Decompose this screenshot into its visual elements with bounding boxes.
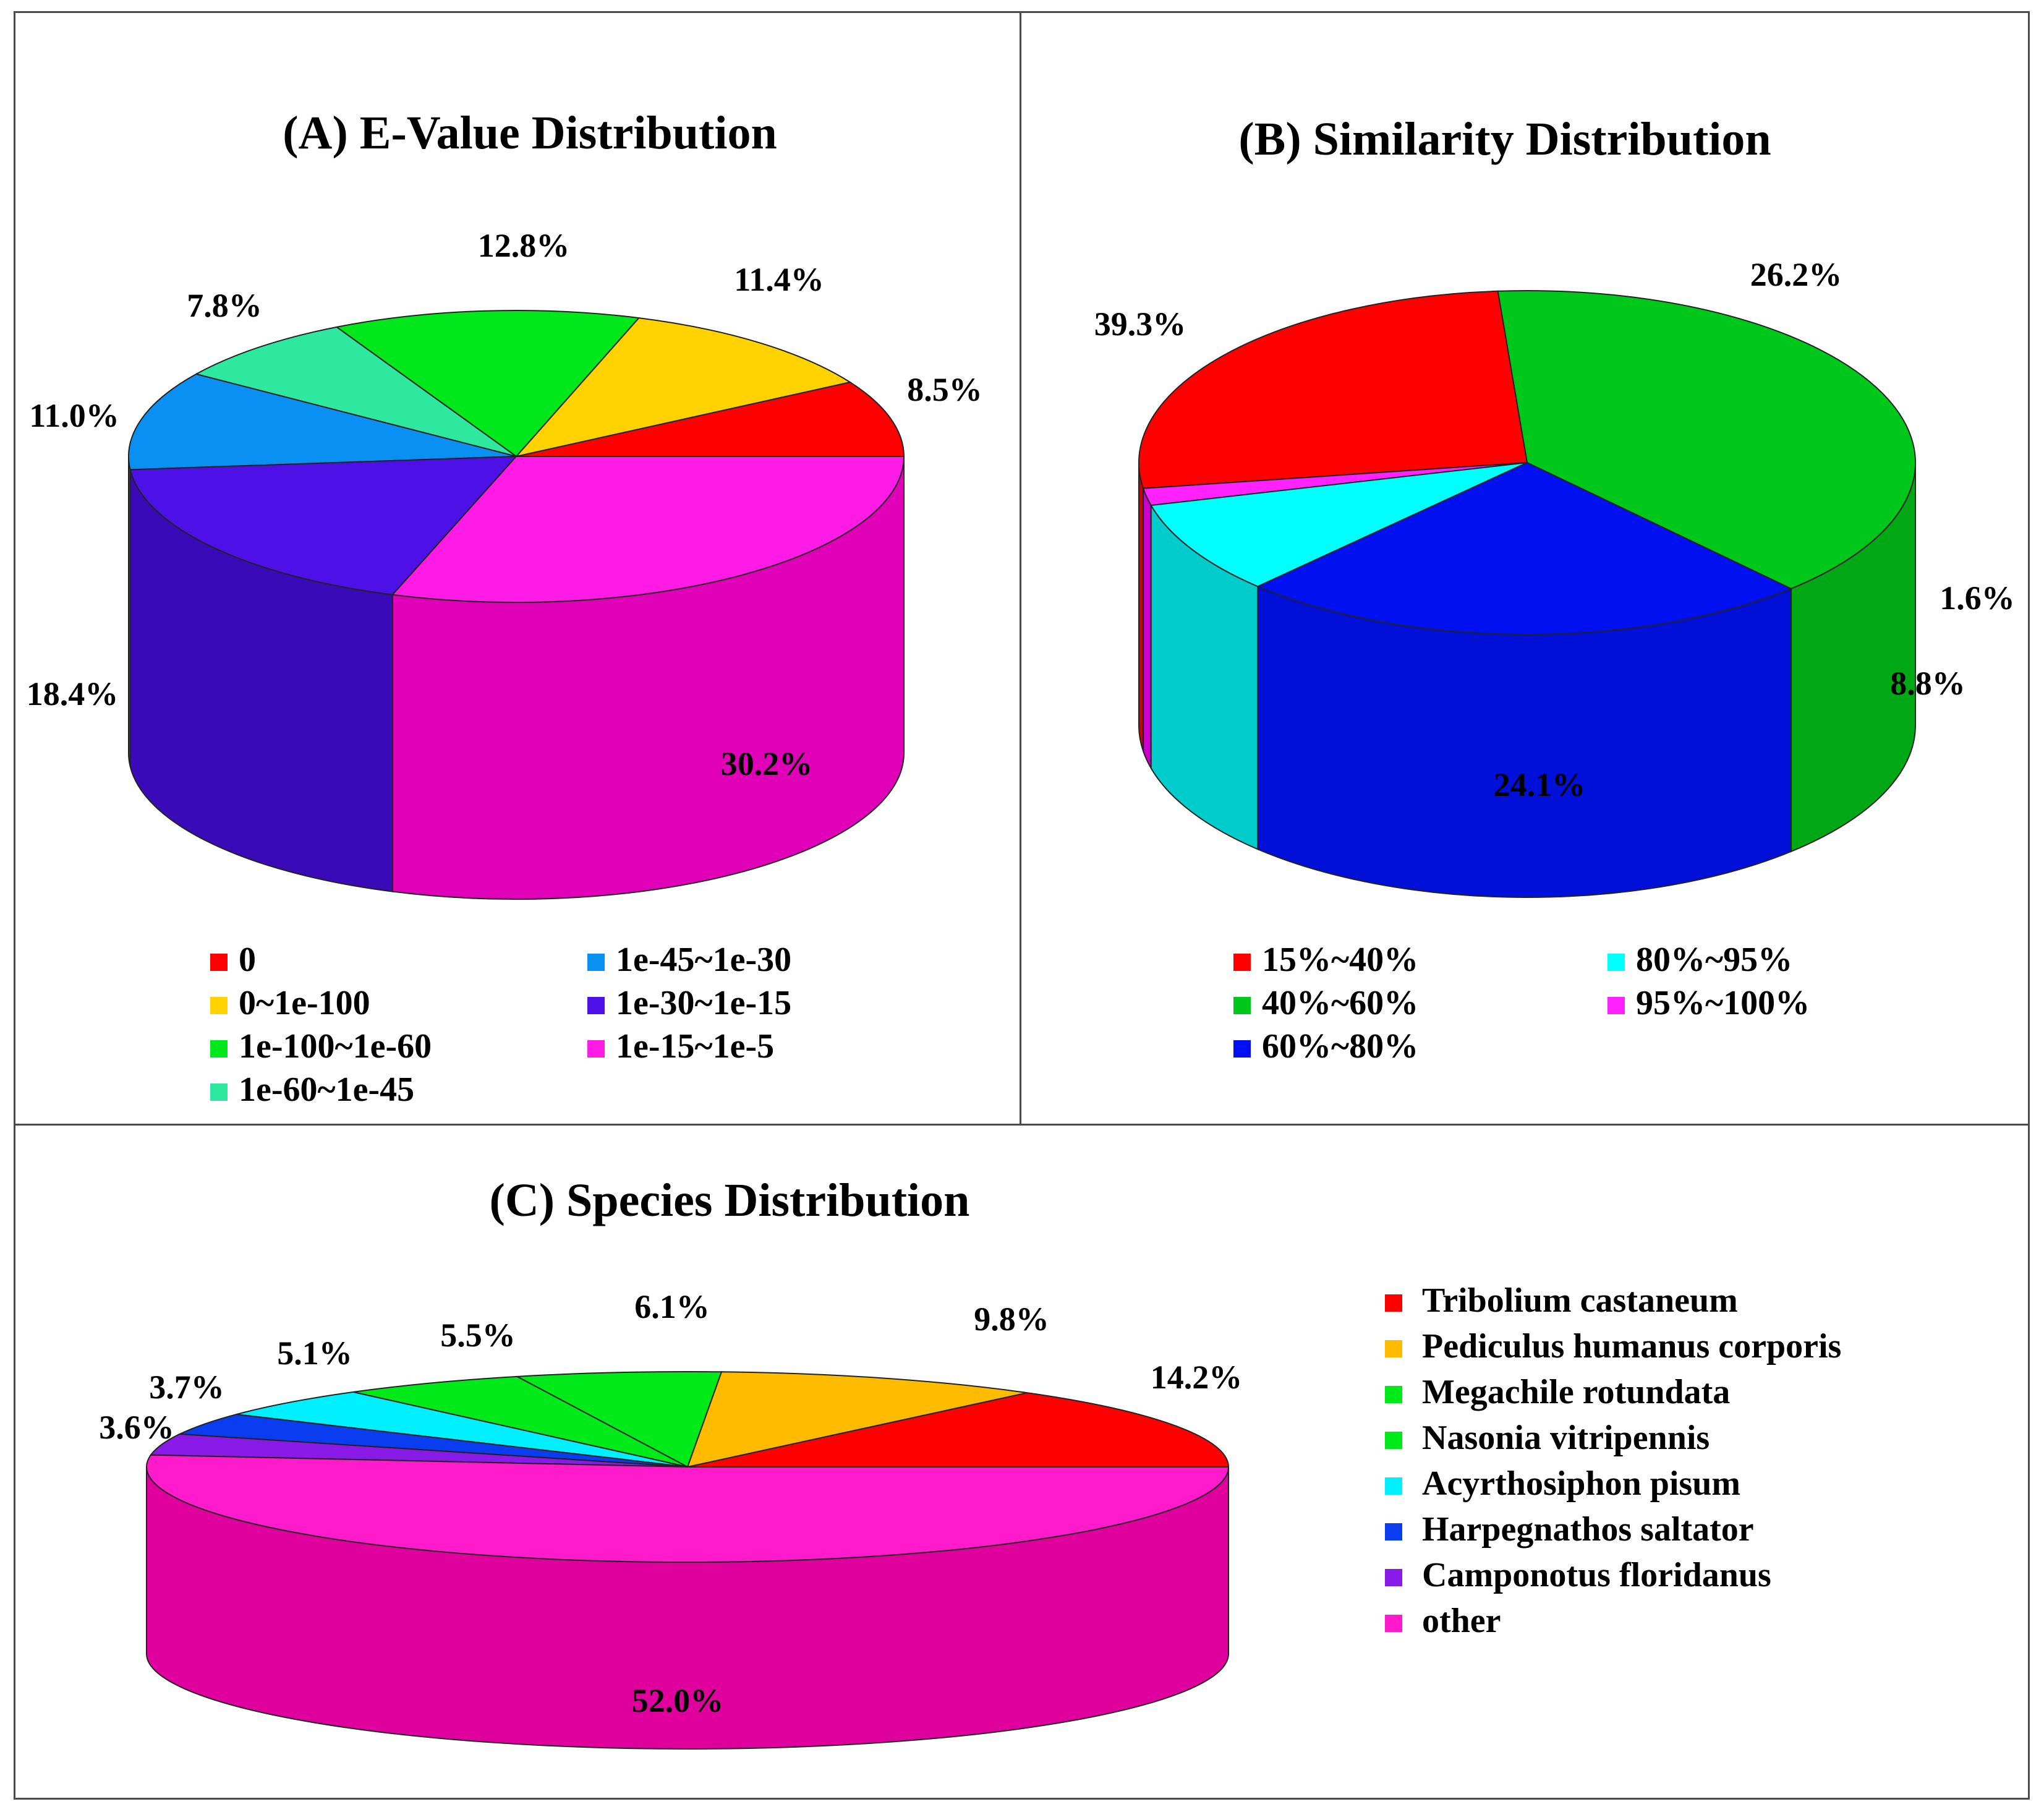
chart-2-legend-swatch-0-6	[1385, 1569, 1402, 1586]
chart-0-legend-swatch-1-2	[587, 1040, 605, 1058]
chart-1-slice-0	[1138, 290, 1528, 489]
chart-1-slice-3	[1256, 461, 1793, 635]
chart-0-pct-label-3: 7.8%	[187, 287, 262, 324]
chart-2-pct-label-0: 14.2%	[1151, 1359, 1243, 1396]
chart-b-title: (B) Similarity Distribution	[1238, 113, 1771, 165]
chart-2-legend-label-0-0: Tribolium castaneum	[1422, 1281, 1738, 1320]
chart-0-legend-label-1-2: 1e-15~1e-5	[616, 1027, 774, 1066]
chart-0-legend-swatch-0-1	[210, 997, 228, 1014]
chart-0-legend-label-0-0: 0	[239, 941, 256, 979]
chart-0-legend-swatch-0-3	[210, 1083, 228, 1101]
chart-0-legend-label-1-1: 1e-30~1e-15	[616, 984, 791, 1022]
chart-2-legend-label-0-1: Pediculus humanus corporis	[1422, 1327, 1841, 1365]
chart-2-slice-4	[236, 1391, 688, 1468]
chart-2-legend-swatch-0-2	[1385, 1386, 1402, 1403]
chart-2-legend-swatch-0-3	[1385, 1432, 1402, 1449]
chart-0-legend-label-1-0: 1e-45~1e-30	[616, 941, 791, 979]
chart-0-slice-0	[516, 381, 905, 457]
chart-0-pct-label-0: 8.5%	[907, 371, 982, 408]
chart-1-side-1-0	[1143, 488, 1152, 771]
chart-c-title: (C) Species Distribution	[490, 1174, 970, 1226]
chart-0-pct-label-1: 11.4%	[734, 261, 824, 298]
chart-0-legend-swatch-1-0	[587, 954, 605, 971]
chart-2-legend-swatch-0-4	[1385, 1477, 1402, 1495]
chart-1-legend-swatch-1-0	[1608, 954, 1625, 971]
chart-0-legend-swatch-0-0	[210, 954, 228, 971]
chart-2-legend-label-0-5: Harpegnathos saltator	[1422, 1510, 1754, 1549]
chart-2-pct-label-2: 6.1%	[634, 1288, 710, 1325]
chart-1-slice-2	[1150, 462, 1528, 588]
chart-2-pct-label-6: 3.6%	[99, 1409, 174, 1446]
chart-1-pct-label-2: 8.8%	[1890, 665, 1965, 702]
chart-2-pct-label-1: 9.8%	[974, 1301, 1049, 1338]
chart-2-legend-swatch-0-1	[1385, 1340, 1402, 1357]
chart-2-legend-swatch-0-7	[1385, 1615, 1402, 1632]
chart-0-slice-4	[128, 373, 517, 471]
chart-1-legend-label-1-0: 80%~95%	[1636, 941, 1792, 979]
chart-2-legend-swatch-0-5	[1385, 1523, 1402, 1541]
chart-0-slice-2	[335, 309, 641, 458]
chart-2-slice-3	[353, 1375, 688, 1468]
chart-0-slice-1	[514, 317, 852, 458]
chart-2-slice-1	[686, 1371, 1028, 1468]
chart-0-legend-label-0-1: 0~1e-100	[239, 984, 370, 1022]
chart-1-legend-label-0-0: 15%~40%	[1262, 941, 1418, 979]
chart-0-pct-label-2: 12.8%	[478, 227, 570, 264]
chart-2-slice-2	[514, 1371, 723, 1468]
chart-1-pct-label-0: 26.2%	[1750, 256, 1842, 293]
chart-1-legend-label-1-1: 95%~100%	[1636, 984, 1810, 1022]
chart-1-legend-label-0-2: 60%~80%	[1262, 1027, 1418, 1066]
chart-1-side-0-0	[1138, 462, 1144, 752]
chart-2-pct-label-7: 52.0%	[632, 1682, 724, 1719]
chart-2-pct-label-3: 5.5%	[440, 1317, 516, 1354]
chart-0-slice-5	[129, 455, 518, 596]
chart-0-slice-6	[391, 456, 905, 603]
chart-0-legend-label-0-3: 1e-60~1e-45	[239, 1071, 414, 1109]
chart-2-legend-label-0-6: Camponotus floridanus	[1422, 1556, 1771, 1594]
chart-2-legend-label-0-2: Megachile rotundata	[1422, 1373, 1730, 1411]
chart-a-title: (A) E-Value Distribution	[283, 107, 777, 159]
chart-2-pct-label-5: 3.7%	[149, 1369, 224, 1406]
chart-2-legend-label-0-3: Nasonia vitripennis	[1422, 1419, 1710, 1457]
chart-1-slice-4	[1497, 290, 1916, 589]
chart-1-pct-label-1: 1.6%	[1940, 579, 2015, 617]
chart-2-pct-label-4: 5.1%	[277, 1335, 352, 1372]
chart-2-slice-0	[687, 1392, 1230, 1468]
chart-0-pct-label-6: 30.2%	[721, 745, 813, 782]
chart-0-legend-label-0-2: 1e-100~1e-60	[239, 1027, 432, 1066]
chart-1-pct-label-4: 39.3%	[1094, 306, 1186, 343]
chart-1-legend-swatch-1-1	[1608, 997, 1625, 1014]
chart-2-legend-label-0-4: Acyrthosiphon pisum	[1422, 1464, 1740, 1503]
chart-0-legend-swatch-0-2	[210, 1040, 228, 1058]
chart-0-legend-swatch-1-1	[587, 997, 605, 1014]
chart-2-legend-label-0-7: other	[1422, 1602, 1501, 1640]
chart-2-slice-7	[146, 1454, 1230, 1563]
chart-1-legend-swatch-0-1	[1233, 997, 1251, 1014]
panel-c-frame	[14, 1124, 2030, 1800]
chart-0-pct-label-4: 11.0%	[29, 397, 119, 434]
chart-1-legend-label-0-1: 40%~60%	[1262, 984, 1418, 1022]
chart-1-pct-label-3: 24.1%	[1494, 766, 1586, 803]
chart-1-legend-swatch-0-0	[1233, 954, 1251, 971]
chart-1-legend-swatch-0-2	[1233, 1040, 1251, 1058]
chart-2-legend-swatch-0-0	[1385, 1294, 1402, 1312]
chart-0-slice-3	[194, 326, 517, 457]
chart-0-pct-label-5: 18.4%	[27, 675, 119, 712]
